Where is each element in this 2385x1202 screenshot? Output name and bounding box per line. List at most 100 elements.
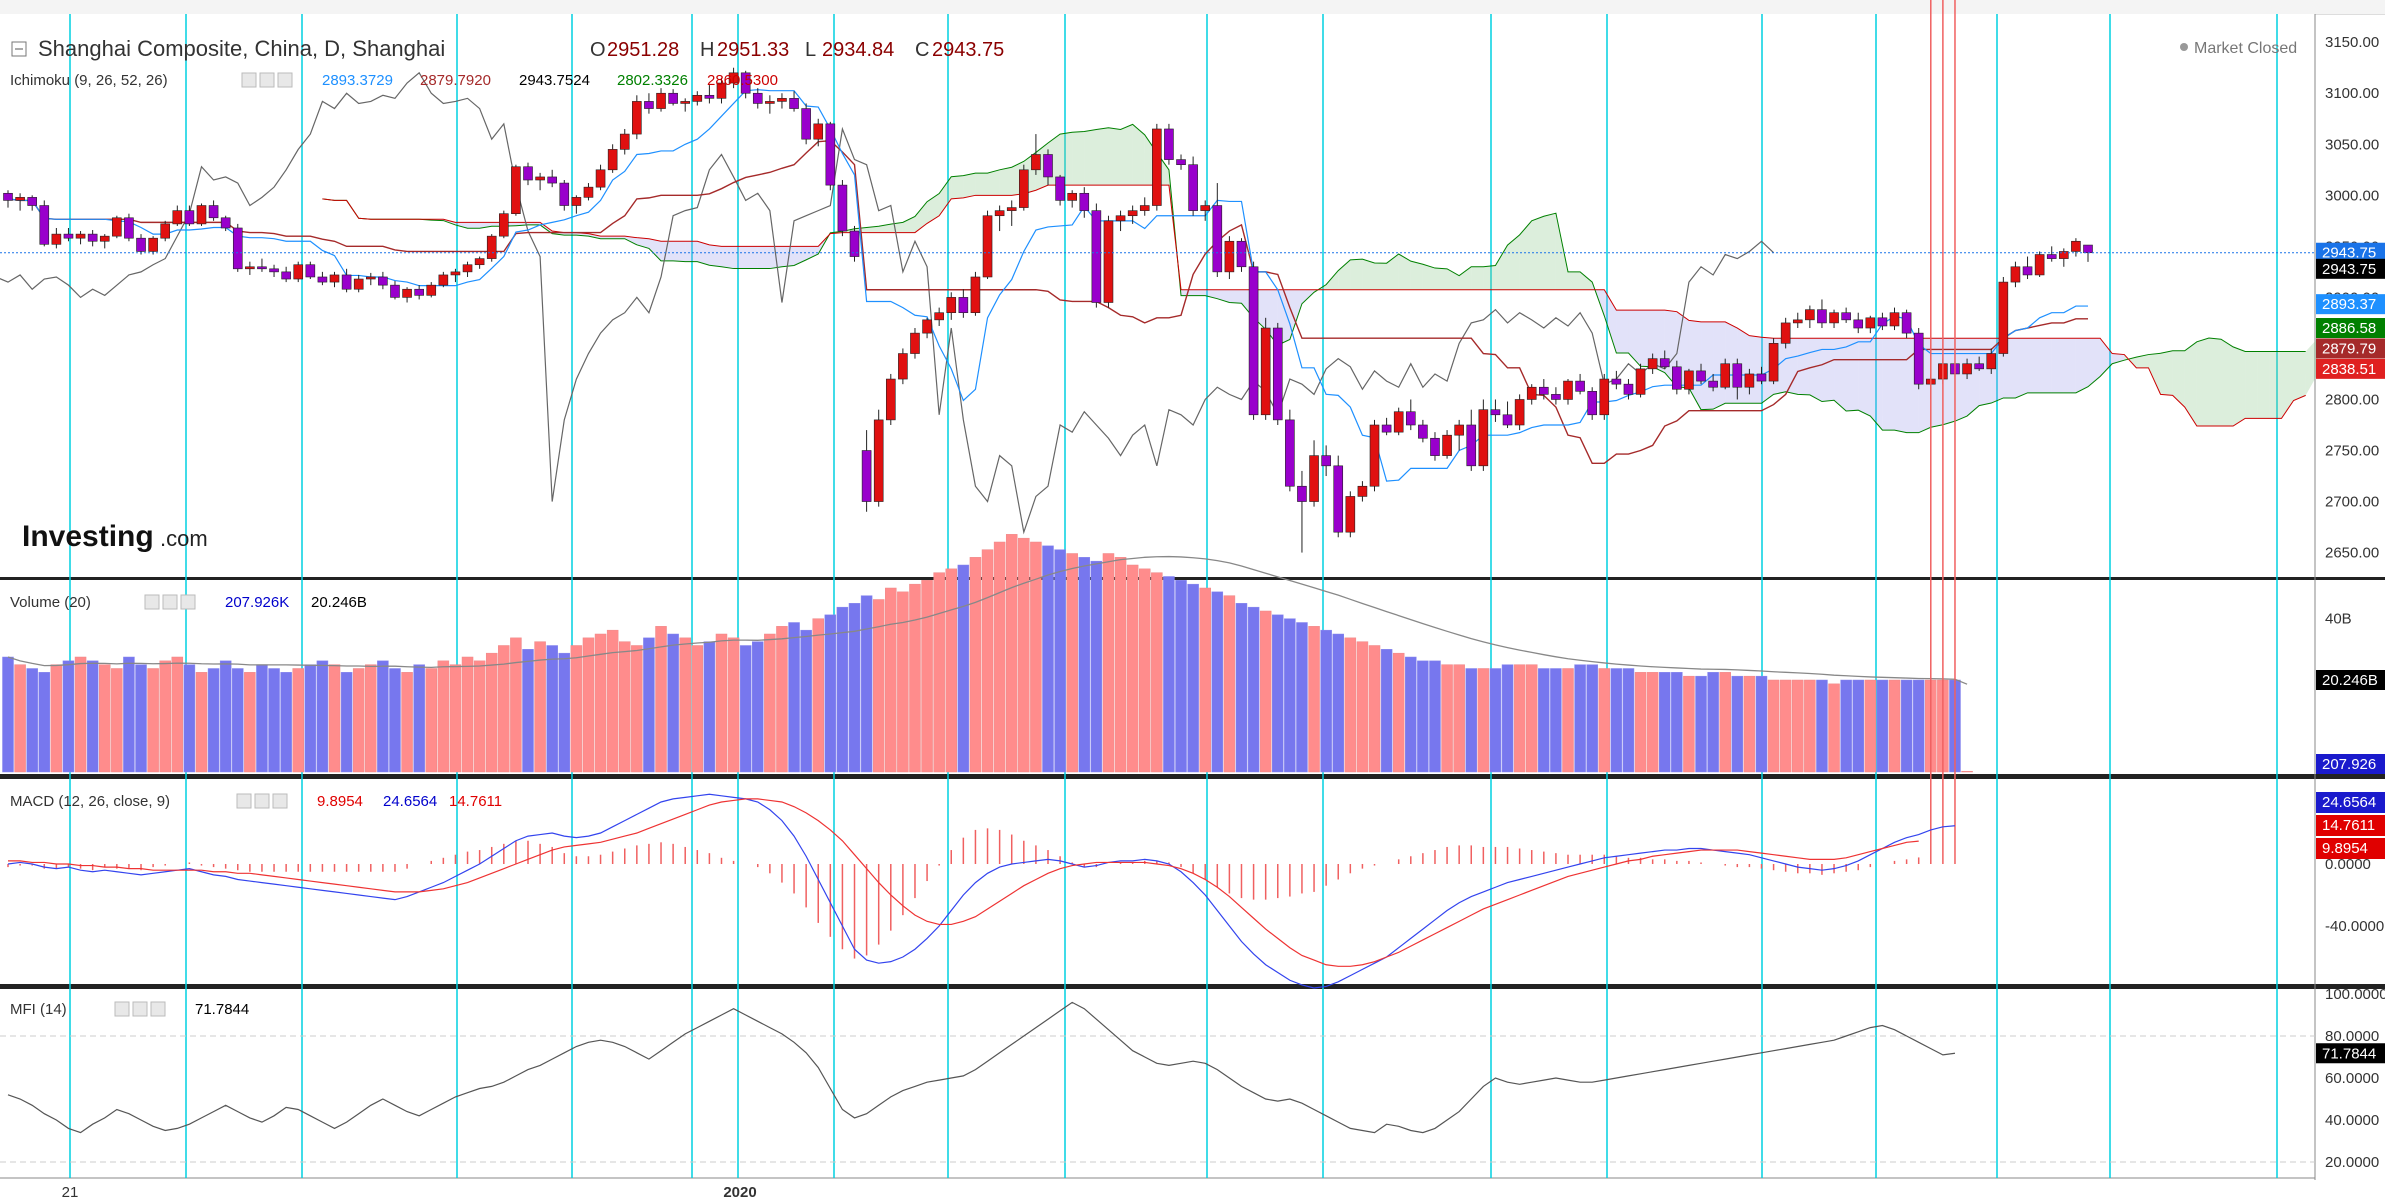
candle[interactable] (378, 276, 388, 286)
candle[interactable] (813, 123, 824, 140)
volume-bar[interactable] (1066, 553, 1078, 773)
candle[interactable] (1865, 317, 1876, 329)
volume-bar[interactable] (1477, 668, 1490, 773)
volume-bar[interactable] (1030, 541, 1042, 773)
candle[interactable] (1345, 496, 1356, 533)
volume-bar[interactable] (1187, 583, 1199, 773)
candle[interactable] (1623, 383, 1634, 395)
candle[interactable] (1019, 169, 1029, 208)
candle[interactable] (1792, 319, 1803, 324)
volume-bar[interactable] (1755, 675, 1768, 773)
volume-bar[interactable] (1199, 587, 1211, 773)
volume-bar[interactable] (1538, 668, 1550, 773)
candle[interactable] (1913, 332, 1924, 385)
candle[interactable] (1466, 424, 1477, 467)
volume-bar[interactable] (546, 645, 558, 773)
candle[interactable] (39, 205, 50, 245)
volume-bar[interactable] (739, 645, 752, 773)
candle[interactable] (341, 274, 352, 290)
candle[interactable] (1986, 353, 1997, 370)
volume-bar[interactable] (50, 664, 63, 773)
volume-bar[interactable] (1320, 629, 1332, 773)
volume-bar[interactable] (1332, 633, 1344, 773)
volume-bar[interactable] (1163, 576, 1175, 773)
candle[interactable] (1176, 159, 1186, 165)
candle[interactable] (825, 123, 836, 186)
candle[interactable] (2083, 244, 2093, 254)
panel-separator[interactable] (0, 984, 2385, 989)
volume-bar[interactable] (86, 660, 99, 773)
candle[interactable] (305, 264, 316, 278)
candle[interactable] (1115, 215, 1126, 222)
candle[interactable] (220, 217, 231, 229)
volume-bar[interactable] (1828, 683, 1840, 773)
volume-bar[interactable] (909, 583, 921, 773)
volume-bar[interactable] (1235, 603, 1248, 773)
candle[interactable] (3, 192, 13, 201)
volume-bar[interactable] (1743, 675, 1756, 773)
eye-icon[interactable] (114, 1001, 130, 1017)
volume-bar[interactable] (62, 660, 75, 773)
volume-bar[interactable] (1840, 679, 1852, 773)
candle[interactable] (680, 101, 691, 104)
volume-bar[interactable] (111, 668, 123, 773)
volume-bar[interactable] (292, 668, 304, 773)
volume-bar[interactable] (1513, 664, 1526, 773)
candle[interactable] (1043, 154, 1053, 178)
volume-bar[interactable] (328, 664, 341, 773)
volume-bar[interactable] (655, 626, 667, 773)
volume-bar[interactable] (836, 606, 849, 773)
volume-bar[interactable] (461, 656, 474, 773)
candle[interactable] (1442, 434, 1452, 456)
candle[interactable] (777, 98, 787, 102)
volume-bar[interactable] (1489, 668, 1502, 773)
volume-bar[interactable] (401, 672, 413, 773)
candle[interactable] (208, 205, 219, 219)
volume-bar[interactable] (1646, 672, 1659, 773)
volume-bar[interactable] (631, 645, 643, 773)
candle[interactable] (789, 98, 799, 109)
volume-bar[interactable] (921, 580, 933, 773)
volume-bar[interactable] (1453, 664, 1465, 773)
volume-bar[interactable] (558, 652, 571, 773)
volume-bar[interactable] (498, 645, 510, 773)
volume-bar[interactable] (570, 645, 583, 773)
candle[interactable] (970, 276, 981, 314)
gear-icon[interactable] (162, 594, 178, 610)
volume-bar[interactable] (219, 660, 232, 773)
volume-bar[interactable] (365, 664, 377, 773)
candle[interactable] (958, 297, 969, 314)
candle[interactable] (2071, 240, 2081, 252)
candle[interactable] (885, 378, 896, 421)
candle[interactable] (982, 215, 993, 278)
volume-bar[interactable] (1707, 672, 1719, 773)
candle[interactable] (1200, 205, 1211, 211)
volume-bar[interactable] (957, 564, 970, 773)
candle[interactable] (160, 223, 171, 239)
volume-bar[interactable] (340, 672, 353, 773)
candle[interactable] (1212, 205, 1223, 273)
volume-bar[interactable] (1405, 656, 1417, 773)
volume-bar[interactable] (171, 656, 184, 773)
volume-bar[interactable] (1671, 672, 1683, 773)
volume-bar[interactable] (98, 664, 111, 773)
candle[interactable] (1551, 394, 1561, 400)
volume-bar[interactable] (1126, 564, 1139, 773)
candle[interactable] (15, 197, 25, 201)
volume-bar[interactable] (14, 664, 26, 773)
volume-bar[interactable] (1078, 557, 1091, 773)
candle[interactable] (1236, 240, 1247, 268)
candle[interactable] (414, 288, 424, 296)
candle[interactable] (1514, 399, 1525, 426)
volume-bar[interactable] (2, 656, 14, 773)
volume-bar[interactable] (352, 668, 365, 773)
candle[interactable] (1720, 363, 1731, 388)
close-icon[interactable] (180, 594, 196, 610)
candle[interactable] (1285, 419, 1295, 487)
candle[interactable] (922, 319, 932, 334)
candle[interactable] (1502, 414, 1513, 426)
candle[interactable] (1780, 322, 1791, 344)
candle[interactable] (232, 227, 243, 270)
volume-bar[interactable] (1610, 668, 1623, 773)
candle[interactable] (281, 271, 291, 280)
